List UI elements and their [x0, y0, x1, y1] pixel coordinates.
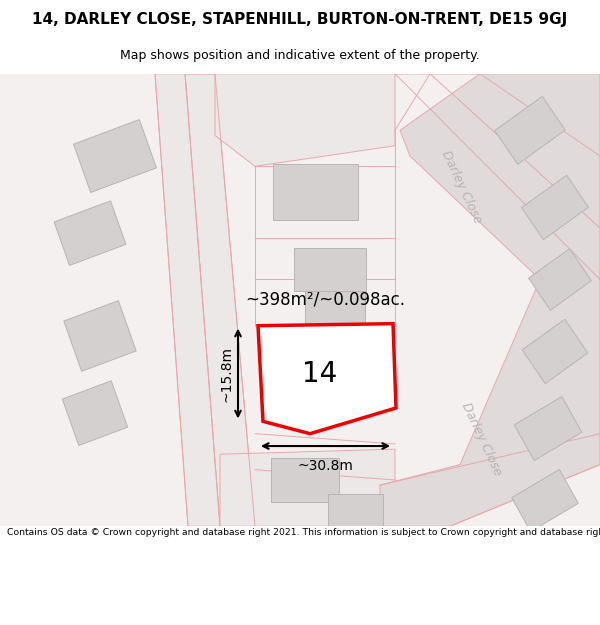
Polygon shape	[54, 201, 126, 266]
Polygon shape	[185, 74, 395, 166]
Polygon shape	[258, 324, 396, 434]
Text: 14: 14	[302, 360, 338, 388]
Polygon shape	[64, 301, 136, 371]
Polygon shape	[328, 494, 383, 528]
Polygon shape	[380, 74, 600, 526]
Polygon shape	[522, 319, 588, 384]
Polygon shape	[495, 96, 565, 164]
Polygon shape	[0, 74, 600, 526]
Text: Map shows position and indicative extent of the property.: Map shows position and indicative extent…	[120, 49, 480, 62]
Polygon shape	[521, 175, 589, 239]
Polygon shape	[155, 74, 220, 526]
Polygon shape	[220, 449, 395, 526]
Polygon shape	[62, 381, 128, 446]
Polygon shape	[185, 74, 255, 526]
Text: Contains OS data © Crown copyright and database right 2021. This information is : Contains OS data © Crown copyright and d…	[7, 529, 600, 538]
Text: Darley Close: Darley Close	[460, 400, 505, 478]
Polygon shape	[529, 249, 592, 310]
Text: Darley Close: Darley Close	[439, 148, 485, 226]
Polygon shape	[512, 469, 578, 532]
Text: ~15.8m: ~15.8m	[220, 346, 234, 401]
Polygon shape	[395, 74, 600, 259]
Polygon shape	[514, 397, 582, 461]
Polygon shape	[305, 291, 365, 330]
Polygon shape	[271, 458, 339, 502]
Text: ~398m²/~0.098ac.: ~398m²/~0.098ac.	[245, 290, 405, 308]
Polygon shape	[74, 119, 157, 192]
Polygon shape	[294, 248, 366, 291]
Text: 14, DARLEY CLOSE, STAPENHILL, BURTON-ON-TRENT, DE15 9GJ: 14, DARLEY CLOSE, STAPENHILL, BURTON-ON-…	[32, 12, 568, 28]
Polygon shape	[272, 164, 358, 220]
Text: ~30.8m: ~30.8m	[298, 459, 353, 473]
